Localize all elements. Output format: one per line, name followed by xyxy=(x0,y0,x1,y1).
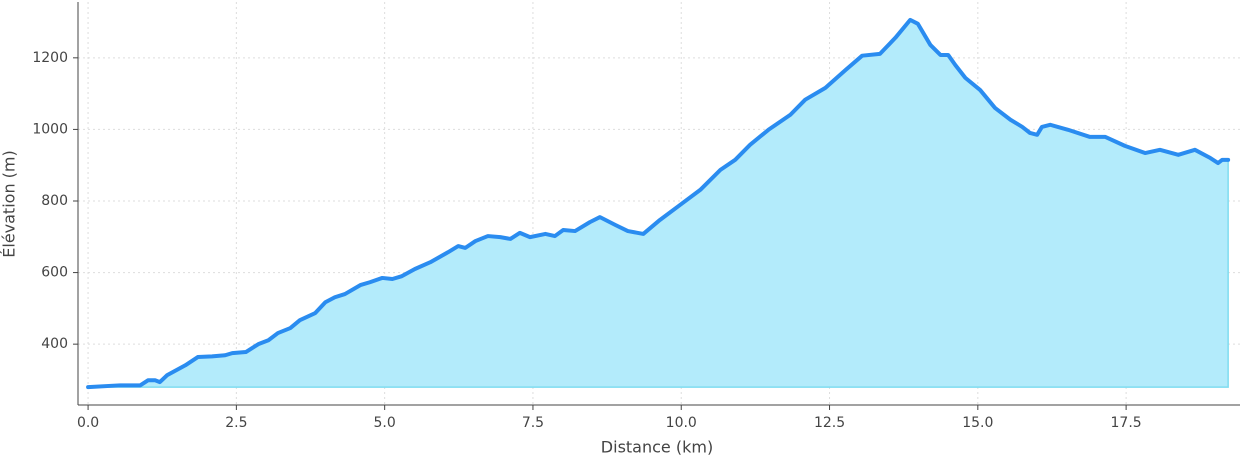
y-tick-label: 1200 xyxy=(32,50,68,66)
x-tick-label: 0.0 xyxy=(77,415,99,431)
x-tick-label: 2.5 xyxy=(225,415,247,431)
y-tick-label: 400 xyxy=(41,336,68,352)
y-tick-label: 800 xyxy=(41,193,68,209)
x-tick-label: 10.0 xyxy=(666,415,697,431)
x-tick-label: 5.0 xyxy=(374,415,396,431)
y-axis-label: Élévation (m) xyxy=(0,150,19,257)
y-tick-label: 600 xyxy=(41,265,68,281)
x-tick-label: 15.0 xyxy=(962,415,993,431)
x-tick-label: 17.5 xyxy=(1111,415,1142,431)
area-fill xyxy=(88,18,1229,388)
elevation-line xyxy=(86,17,1231,390)
y-tick-label: 1000 xyxy=(32,121,68,137)
x-tick-label: 12.5 xyxy=(814,415,845,431)
x-tick-label: 7.5 xyxy=(522,415,544,431)
x-axis-label: Distance (km) xyxy=(601,438,713,457)
